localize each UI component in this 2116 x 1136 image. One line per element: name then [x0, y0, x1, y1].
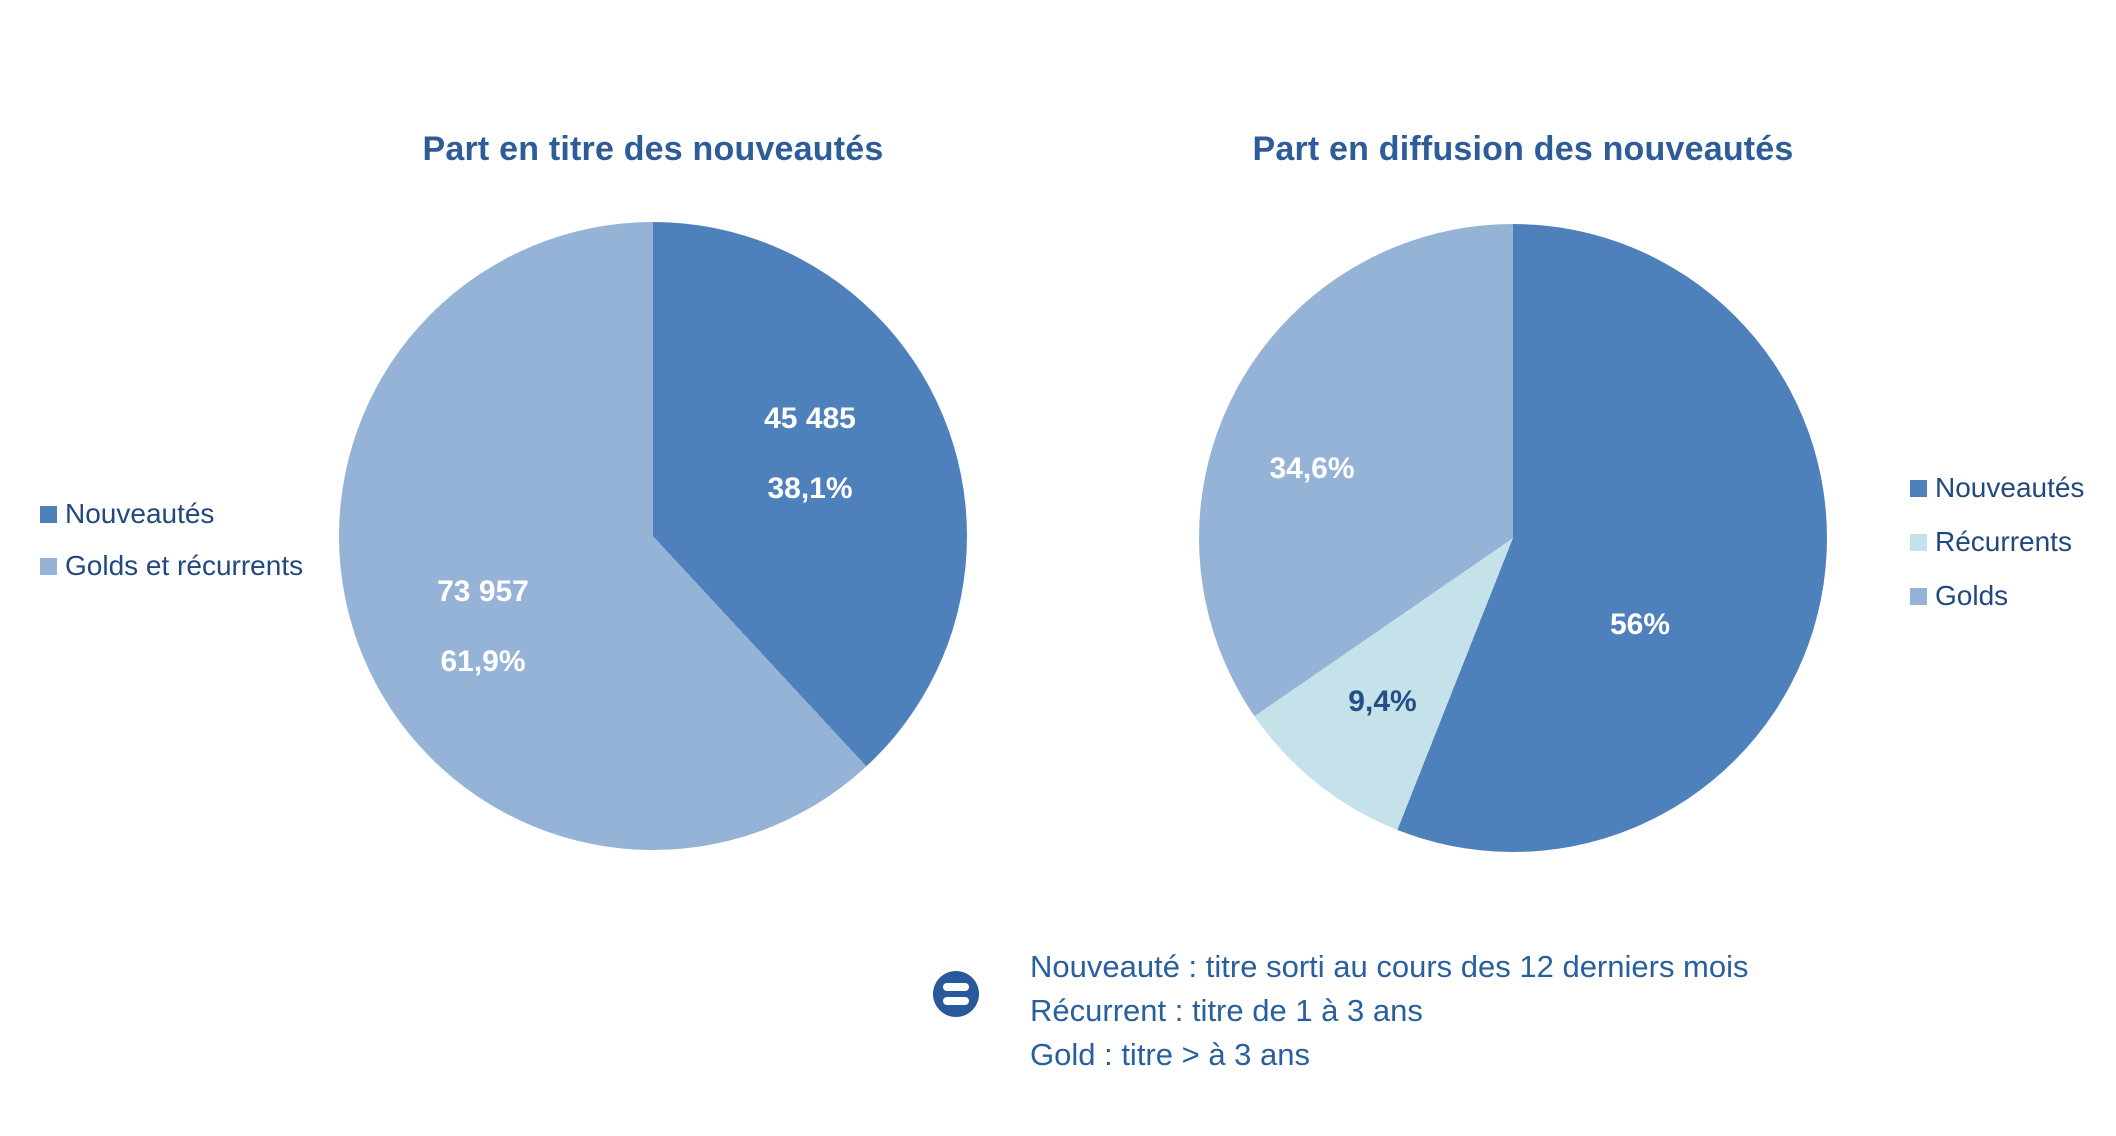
- note-line-nouveaute: Nouveauté : titre sorti au cours des 12 …: [1030, 949, 1749, 984]
- slice-label-nouveautes-diffusion: 56%: [1570, 608, 1710, 642]
- equals-bar: [943, 983, 969, 991]
- left-chart-title: Part en titre des nouveautés: [422, 130, 884, 168]
- slice-percent: 34,6%: [1269, 452, 1355, 485]
- slice-label-recurrents-diffusion: 9,4%: [1310, 685, 1455, 719]
- slice-label-golds-diffusion: 34,6%: [1237, 452, 1387, 486]
- legend-label: Golds: [1935, 580, 2009, 611]
- legend-label: Nouveautés: [65, 498, 215, 529]
- legend-swatch-icon: [40, 505, 57, 523]
- slice-label-nouveautes-titres: 45 485 38,1%: [715, 402, 905, 506]
- slice-value: 45 485: [764, 402, 856, 435]
- equals-circle-icon: [933, 971, 979, 1017]
- slice-percent: 56%: [1609, 608, 1671, 641]
- legend-swatch-icon: [1910, 587, 1927, 605]
- slice-percent: 38,1%: [767, 472, 853, 505]
- legend-label: Nouveautés: [1935, 472, 2085, 503]
- note-line-recurrent: Récurrent : titre de 1 à 3 ans: [1030, 993, 1423, 1028]
- slice-label-golds-recurrents-titres: 73 957 61,9%: [388, 575, 578, 679]
- slice-percent: 61,9%: [440, 645, 526, 678]
- pie-chart-diffusion: [1199, 224, 1827, 852]
- legend-label: Récurrents: [1935, 526, 2072, 557]
- legend-item-recurrents: Récurrents: [1910, 526, 2084, 558]
- equals-bar: [943, 997, 969, 1005]
- slice-percent: 9,4%: [1348, 685, 1417, 718]
- right-chart-title: Part en diffusion des nouveautés: [1252, 130, 1794, 168]
- legend-label: Golds et récurrents: [65, 550, 304, 581]
- legend-item-nouveautes: Nouveautés: [1910, 472, 2084, 504]
- legend-swatch-icon: [1910, 479, 1927, 497]
- slice-value: 73 957: [437, 575, 529, 608]
- pie-chart-titles: [339, 222, 967, 850]
- legend-swatch-icon: [1910, 533, 1927, 551]
- legend-swatch-icon: [40, 557, 57, 575]
- legend-item-golds: Golds: [1910, 580, 2084, 612]
- note-line-gold: Gold : titre > à 3 ans: [1030, 1037, 1311, 1072]
- left-chart-legend: Nouveautés Golds et récurrents: [40, 498, 303, 602]
- definitions-note: Nouveauté : titre sorti au cours des 12 …: [1030, 945, 1749, 1077]
- right-chart-legend: Nouveautés Récurrents Golds: [1910, 472, 2084, 634]
- legend-item-golds-et-recurrents: Golds et récurrents: [40, 550, 303, 582]
- legend-item-nouveautes: Nouveautés: [40, 498, 303, 530]
